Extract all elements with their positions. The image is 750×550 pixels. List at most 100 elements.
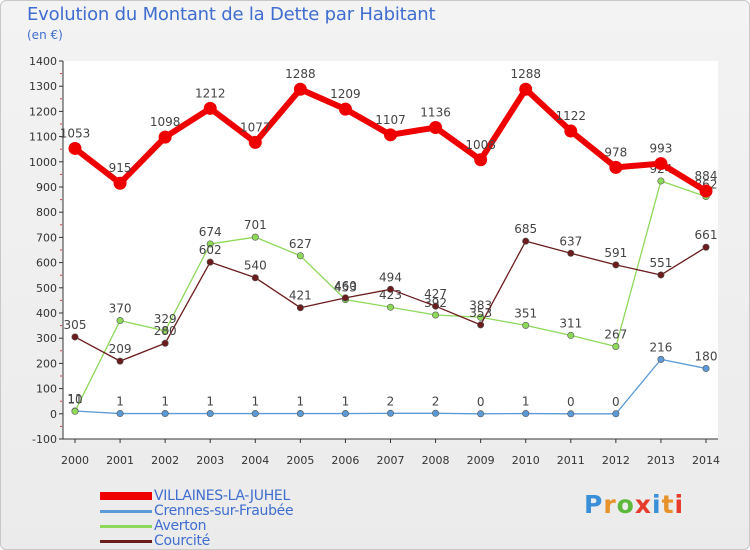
data-point [158,130,172,144]
data-label: 884 [695,169,718,183]
data-label: 0 [477,395,485,409]
x-tick-label: 2007 [377,454,405,467]
y-tick-label: 1000 [29,156,57,169]
data-point [161,410,169,418]
data-label: 421 [289,289,312,303]
data-label: 1077 [240,120,271,134]
data-label: 1209 [330,87,361,101]
data-point [699,184,713,198]
data-point [386,303,394,311]
data-point [251,233,259,241]
data-point [654,157,668,171]
data-label: 540 [244,259,267,273]
data-label: 1288 [285,67,316,81]
data-label: 551 [649,256,672,270]
data-label: 591 [604,246,627,260]
data-label: 209 [109,342,132,356]
x-tick-label: 2001 [106,454,134,467]
data-point [116,317,124,325]
data-label: 311 [559,316,582,330]
data-point [386,285,394,293]
legend-swatch [100,540,152,543]
data-label: 351 [514,306,537,320]
data-point [564,124,578,138]
data-label: 1 [297,395,305,409]
data-point [702,364,710,372]
data-label: 602 [199,243,222,257]
data-point [206,258,214,266]
brand-letter: r [603,490,617,519]
data-label: 1 [522,395,530,409]
data-label: 494 [379,270,402,284]
data-label: 1 [342,395,350,409]
legend-item: VILLAINES-LA-JUHEL [100,488,420,504]
data-label: 216 [649,340,672,354]
data-label: 685 [514,222,537,236]
x-tick-label: 2004 [241,454,269,467]
data-point [567,249,575,257]
data-label: 993 [649,142,672,156]
legend: VILLAINES-LA-JUHEL Crennes-sur-Fraubée Ave… [100,488,420,549]
data-point [429,121,443,135]
legend-item: Crennes-sur-Fraubée [100,503,420,519]
data-label: 701 [244,218,267,232]
data-point [206,240,214,248]
y-tick-label: 300 [36,332,57,345]
data-label: 1053 [60,126,91,140]
data-label: 180 [695,349,718,363]
data-label: 329 [154,312,177,326]
data-label: 305 [64,318,87,332]
legend-label: VILLAINES-LA-JUHEL [154,488,290,504]
brand-letter: P [584,490,604,519]
data-point [206,410,214,418]
data-label: 1 [206,395,214,409]
data-point [384,128,397,142]
data-label: 1107 [375,113,406,127]
data-point [567,331,575,339]
data-point [522,410,530,418]
brand-letter: x [634,490,652,519]
data-label: 1098 [150,115,181,129]
data-point [432,409,440,417]
brand-letter: i [652,490,662,519]
data-point [338,102,352,116]
brand-letter: i [674,490,685,519]
data-point [296,252,304,260]
data-point [567,410,575,418]
data-point [702,243,710,251]
y-tick-label: 600 [36,257,57,270]
chart-unit: (en €) [27,28,63,42]
data-label: 1136 [420,106,451,120]
x-tick-label: 2005 [286,454,314,467]
data-label: 10 [67,392,82,406]
data-point [251,274,259,282]
data-label: 1 [161,395,169,409]
data-point [657,271,665,279]
y-tick-label: 800 [36,206,57,219]
data-label: 1008 [465,138,496,152]
plot-area [63,61,718,439]
data-point [519,82,533,96]
data-label: 370 [109,302,132,316]
x-tick-label: 2009 [467,454,495,467]
data-point [477,313,485,321]
y-tick-label: 400 [36,307,57,320]
legend-item: Averton [100,518,420,534]
y-tick-label: 100 [36,383,57,396]
legend-label: Crennes-sur-Fraubée [154,503,294,519]
x-tick-label: 2002 [151,454,179,467]
y-tick-label: 700 [36,231,57,244]
data-point [341,410,349,418]
data-label: 353 [469,306,492,320]
legend-swatch [100,510,152,513]
y-tick-label: 900 [36,181,57,194]
x-tick-label: 2013 [647,454,675,467]
data-label: 1 [251,395,259,409]
data-point [116,357,124,365]
data-point [71,407,79,415]
data-label: 427 [424,287,447,301]
data-point [522,237,530,245]
y-tick-label: 500 [36,282,57,295]
brand-letter: t [661,490,675,519]
